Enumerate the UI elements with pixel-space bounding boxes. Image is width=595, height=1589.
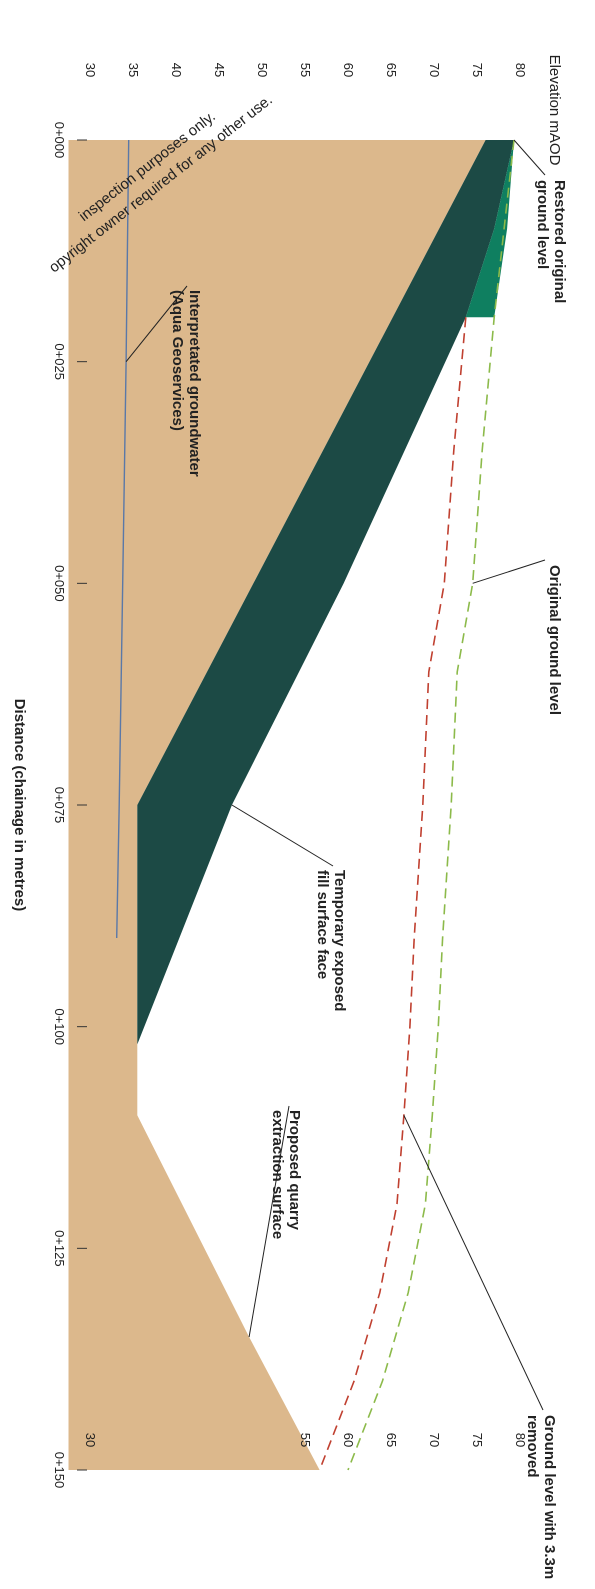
- annotation-leader: [472, 559, 546, 584]
- areas: [68, 140, 514, 1470]
- lines: [116, 139, 515, 1471]
- y-tick-label: 50: [255, 63, 270, 77]
- annotation-leader: [231, 804, 334, 867]
- annotation-label: Interpretated groundwater: [186, 290, 203, 477]
- annotation-label: removed: [524, 1415, 541, 1478]
- annotation-label: extraction surface: [269, 1110, 286, 1239]
- x-axis-title: Distance (chainage in metres): [11, 699, 28, 912]
- inner-y-tick-label: 30: [83, 1433, 98, 1447]
- annotation-label: Ground level with 3.3m: [541, 1415, 558, 1579]
- annotation-label: ground level: [534, 180, 551, 269]
- annotation-leader: [125, 285, 188, 363]
- chart-content: 30 35 40 45 50 55 60 65 70 75 80 30 55 60 65 70 75 80 0+00…: [11, 55, 568, 1580]
- annotation-leader: [403, 1115, 544, 1411]
- fill-wedge-area: [137, 140, 514, 1045]
- annotation-label: fill surface face: [314, 870, 331, 979]
- annotation-label: Restored original: [551, 180, 568, 303]
- y-tick-label: 75: [470, 63, 485, 77]
- y-tick-label: 35: [126, 63, 141, 77]
- annotation-label: Original ground level: [546, 565, 563, 715]
- inner-y-tick-label: 60: [341, 1433, 356, 1447]
- y-tick-label: 40: [169, 63, 184, 77]
- inner-y-tick-label: 55: [298, 1433, 313, 1447]
- annotation-label: Proposed quarry: [286, 1110, 303, 1231]
- inner-y-tick-label: 70: [427, 1433, 442, 1447]
- inner-y-tick-label: 80: [513, 1433, 528, 1447]
- y-tick-label: 65: [384, 63, 399, 77]
- y-tick-label: 55: [298, 63, 313, 77]
- annotation-leader: [248, 1105, 290, 1338]
- x-tick-label: 0+150: [52, 1452, 67, 1489]
- x-tick-label: 0+075: [52, 787, 67, 824]
- inner-y-tick-label: 65: [384, 1433, 399, 1447]
- groundwater-line: [116, 139, 130, 939]
- x-tick-label: 0+025: [52, 343, 67, 380]
- y-tick-label: 60: [341, 63, 356, 77]
- annotation-label: (Aqua Geoservices): [169, 290, 186, 431]
- axes: 30 35 40 45 50 55 60 65 70 75 80 30 55 60 65 70 75 80 0+00…: [11, 55, 563, 1489]
- inner-y-tick-label: 75: [470, 1433, 485, 1447]
- x-tick-label: 0+100: [52, 1008, 67, 1045]
- y-tick-label: 45: [212, 63, 227, 77]
- y-tick-label: 70: [427, 63, 442, 77]
- removed-ground-line: [318, 317, 467, 1471]
- original-ground-line: [347, 139, 515, 1471]
- x-tick-label: 0+125: [52, 1230, 67, 1267]
- annotation-label: Temporary exposed: [331, 870, 348, 1011]
- leaders: [125, 139, 546, 1411]
- x-tick-label: 0+050: [52, 565, 67, 602]
- ground-area: [68, 140, 486, 1470]
- y-axis-title: Elevation mAOD: [546, 55, 563, 166]
- y-tick-label: 30: [83, 63, 98, 77]
- x-tick-label: 0+000: [52, 122, 67, 159]
- annotation-leader: [513, 139, 546, 176]
- y-tick-label: 80: [513, 63, 528, 77]
